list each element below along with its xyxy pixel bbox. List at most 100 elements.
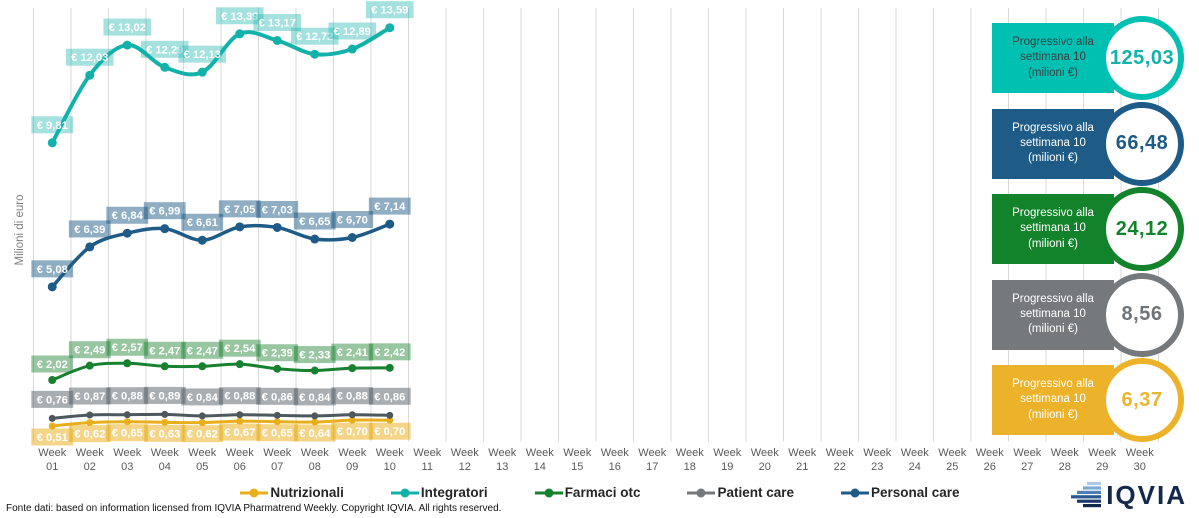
data-label-bg-nutrizionali	[256, 424, 299, 442]
data-point-personal-care	[385, 219, 395, 229]
data-point-patient-care	[273, 411, 281, 419]
progressive-badge-value: 8,56	[1100, 272, 1184, 357]
data-label-bg-farmaci-otc	[143, 341, 186, 359]
data-label-bg-nutrizionali	[68, 425, 111, 443]
x-axis-label: Week 24	[901, 447, 929, 473]
data-point-integratori	[272, 35, 282, 45]
data-label-personal-care: € 7,03	[262, 204, 293, 216]
data-point-integratori	[385, 23, 395, 33]
data-label-bg-integratori	[140, 40, 189, 58]
x-axis-label: Week 01	[38, 447, 66, 473]
data-label-integratori: € 12,29	[146, 44, 183, 56]
data-label-farmaci-otc: € 2,49	[74, 345, 105, 357]
data-label-bg-farmaci-otc	[31, 355, 74, 373]
data-label-patient-care: € 0,87	[74, 391, 105, 403]
legend-item-nutrizionali: Nutrizionali	[239, 485, 344, 500]
data-label-farmaci-otc: € 2,47	[149, 345, 180, 357]
x-axis-label: Week 12	[451, 447, 479, 473]
data-label-bg-personal-care	[31, 260, 74, 278]
series-line-patient-care	[50, 412, 392, 420]
data-label-farmaci-otc: € 2,02	[37, 359, 68, 371]
series-line-nutrizionali	[50, 418, 392, 428]
progressive-badge-label: Progressivo alla settimana 10 (milioni €…	[992, 365, 1114, 435]
data-label-bg-personal-care	[143, 202, 186, 220]
data-point-personal-care	[310, 234, 320, 244]
data-label-bg-patient-care	[106, 387, 149, 405]
x-axis-label: Week 13	[488, 447, 516, 473]
x-axis-label: Week 19	[713, 447, 741, 473]
data-label-bg-farmaci-otc	[68, 341, 111, 359]
data-label-nutrizionali: € 0,65	[112, 428, 143, 440]
data-label-farmaci-otc: € 2,39	[262, 348, 293, 360]
data-label-bg-patient-care	[331, 387, 374, 405]
progressive-badge-value: 6,37	[1100, 358, 1184, 442]
data-label-bg-patient-care	[143, 386, 186, 404]
data-label-nutrizionali: € 0,63	[149, 428, 180, 440]
data-label-bg-personal-care	[331, 210, 374, 228]
legend-label: Nutrizionali	[270, 485, 344, 500]
data-point-integratori	[310, 49, 320, 59]
data-label-nutrizionali: € 0,70	[337, 426, 368, 438]
x-axis-label: Week 25	[938, 447, 966, 473]
data-label-nutrizionali: € 0,67	[224, 427, 255, 439]
data-point-personal-care	[347, 232, 357, 242]
data-label-personal-care: € 6,70	[337, 214, 368, 226]
data-point-farmaci-otc	[48, 375, 57, 384]
data-point-personal-care	[160, 224, 170, 234]
data-label-nutrizionali: € 0,51	[37, 432, 68, 444]
data-point-personal-care	[47, 282, 57, 292]
data-label-bg-personal-care	[293, 212, 336, 230]
x-axis-label: Week 17	[638, 447, 666, 473]
data-label-bg-personal-care	[368, 197, 411, 215]
data-label-bg-farmaci-otc	[106, 338, 149, 356]
data-label-bg-nutrizionali	[331, 422, 374, 440]
x-axis-label: Week 07	[263, 447, 291, 473]
data-label-bg-integratori	[31, 116, 74, 134]
data-point-farmaci-otc	[310, 366, 319, 375]
data-label-bg-nutrizionali	[106, 424, 149, 442]
progressive-badge-label: Progressivo alla settimana 10 (milioni €…	[992, 279, 1114, 350]
data-label-patient-care: € 0,76	[37, 394, 68, 406]
data-label-integratori: € 12,89	[334, 26, 371, 38]
progressive-badge-integratori: Progressivo alla settimana 10 (milioni €…	[992, 15, 1184, 101]
legend-marker-icon	[534, 488, 563, 497]
iqvia-logo-text: IQVIA	[1106, 480, 1187, 510]
data-label-integratori: € 13,59	[371, 5, 408, 17]
data-label-personal-care: € 7,14	[374, 201, 406, 213]
data-label-bg-patient-care	[293, 388, 336, 406]
x-axis-label: Week 08	[301, 447, 329, 473]
data-point-integratori	[47, 138, 57, 148]
data-label-bg-farmaci-otc	[218, 339, 261, 357]
data-point-personal-care	[122, 228, 132, 238]
progressive-badge-nutrizionali: Progressivo alla settimana 10 (milioni €…	[992, 357, 1184, 443]
legend-marker-icon	[841, 488, 870, 497]
data-label-integratori: € 12,03	[71, 52, 108, 64]
data-point-personal-care	[85, 242, 95, 252]
legend-item-farmaci-otc: Farmaci otc	[534, 485, 640, 500]
data-point-integratori	[160, 62, 170, 72]
data-label-personal-care: € 7,05	[224, 204, 255, 216]
data-label-patient-care: € 0,88	[112, 391, 143, 403]
data-label-bg-nutrizionali	[143, 424, 186, 442]
data-point-patient-care	[386, 411, 394, 419]
data-label-bg-farmaci-otc	[256, 344, 299, 362]
data-label-personal-care: € 6,61	[187, 217, 218, 229]
legend-item-personal-care: Personal care	[840, 485, 960, 500]
x-axis-label: Week 16	[601, 447, 629, 473]
data-label-patient-care: € 0,84	[299, 392, 331, 404]
iqvia-logo-bars-icon	[1071, 482, 1102, 508]
data-point-integratori	[85, 70, 95, 80]
progressive-badge-patient-care: Progressivo alla settimana 10 (milioni €…	[992, 272, 1184, 358]
y-axis-title: Milioni di euro	[14, 194, 26, 266]
data-label-patient-care: € 0,86	[262, 391, 293, 403]
data-label-nutrizionali: € 0,62	[187, 429, 218, 441]
data-label-patient-care: € 0,84	[187, 392, 219, 404]
data-label-patient-care: € 0,89	[149, 390, 180, 402]
data-label-bg-personal-care	[256, 200, 299, 218]
data-label-nutrizionali: € 0,62	[74, 429, 105, 441]
data-label-farmaci-otc: € 2,47	[187, 345, 218, 357]
data-point-patient-care	[161, 410, 169, 418]
data-point-personal-care	[272, 222, 282, 232]
data-label-bg-personal-care	[218, 200, 261, 218]
data-point-nutrizionali	[348, 416, 356, 424]
